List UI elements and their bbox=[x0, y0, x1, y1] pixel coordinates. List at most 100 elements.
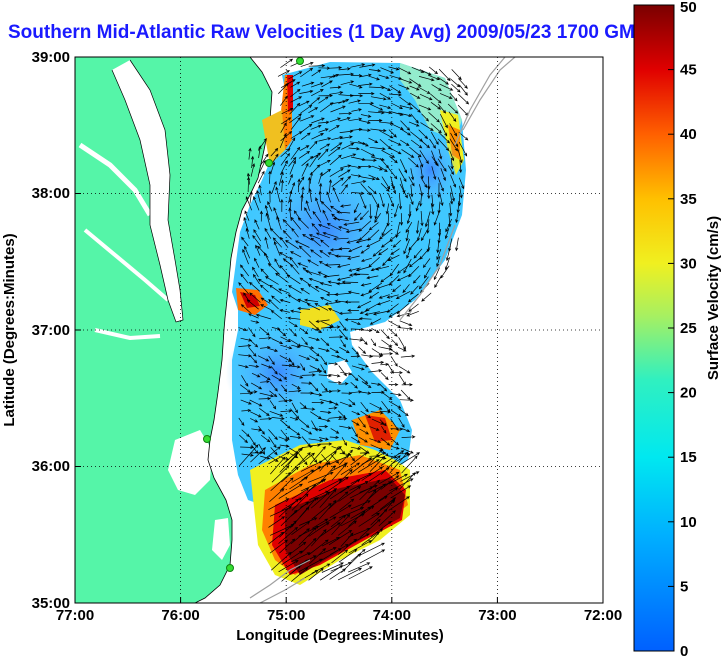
velocity-arrow bbox=[260, 297, 271, 304]
velocity-arrow bbox=[358, 436, 368, 443]
velocity-arrow bbox=[351, 410, 361, 416]
velocity-arrow bbox=[360, 336, 368, 346]
velocity-arrow bbox=[288, 427, 301, 436]
velocity-arrow bbox=[315, 197, 322, 213]
velocity-arrow bbox=[369, 528, 383, 544]
velocity-arrow bbox=[434, 275, 442, 288]
velocity-arrow bbox=[361, 158, 377, 162]
velocity-arrow bbox=[380, 455, 401, 475]
velocity-arrow bbox=[374, 203, 379, 220]
velocity-arrow bbox=[348, 117, 363, 122]
velocity-arrow bbox=[380, 437, 391, 446]
velocity-arrow bbox=[360, 183, 372, 196]
velocity-arrow bbox=[339, 117, 351, 122]
velocity-arrow bbox=[428, 112, 440, 123]
velocity-arrow bbox=[388, 66, 400, 71]
velocity-arrow bbox=[378, 229, 392, 240]
velocity-arrow bbox=[459, 185, 463, 199]
velocity-arrow bbox=[348, 99, 361, 104]
velocity-arrow bbox=[418, 276, 429, 290]
velocity-arrow bbox=[410, 285, 419, 295]
velocity-arrow bbox=[437, 103, 447, 114]
velocity-arrow bbox=[449, 78, 461, 88]
velocity-arrow bbox=[393, 203, 399, 218]
velocity-arrow bbox=[279, 477, 294, 492]
velocity-arrow bbox=[371, 328, 380, 333]
velocity-arrow bbox=[300, 67, 314, 78]
velocity-arrow bbox=[260, 455, 271, 460]
velocity-arrow bbox=[428, 66, 438, 75]
velocity-arrow bbox=[360, 257, 372, 263]
velocity-arrow bbox=[395, 290, 411, 299]
velocity-arrow bbox=[328, 529, 353, 546]
velocity-arrow bbox=[308, 277, 323, 284]
velocity-arrow bbox=[381, 426, 387, 434]
velocity-arrow bbox=[361, 466, 384, 481]
y-axis: 35:00 36:00 37:00 38:00 39:00 Latitude (… bbox=[1, 49, 81, 612]
velocity-arrow bbox=[310, 97, 321, 106]
velocity-arrow bbox=[409, 146, 422, 158]
velocity-arrow bbox=[358, 317, 372, 321]
velocity-arrow bbox=[329, 374, 341, 378]
coastline bbox=[111, 59, 184, 323]
velocity-arrow bbox=[301, 155, 314, 167]
velocity-arrow bbox=[290, 374, 304, 379]
velocity-arrow bbox=[340, 532, 354, 547]
velocity-arrow bbox=[339, 425, 352, 430]
velocity-arrow bbox=[270, 366, 278, 375]
velocity-arrow bbox=[449, 192, 454, 205]
velocity-arrow bbox=[398, 112, 413, 117]
velocity-arrow bbox=[419, 150, 429, 165]
velocity-arrow bbox=[259, 336, 272, 340]
velocity-arrow bbox=[378, 248, 389, 256]
velocity-arrow bbox=[440, 167, 446, 182]
velocity-arrow bbox=[433, 267, 440, 281]
colorbar-tick-label: 5 bbox=[680, 578, 688, 595]
velocity-arrow bbox=[430, 203, 435, 215]
velocity-arrow bbox=[449, 123, 458, 137]
velocity-arrow bbox=[288, 173, 293, 185]
velocity-arrow bbox=[433, 210, 441, 226]
velocity-arrow bbox=[357, 374, 369, 385]
velocity-arrow bbox=[270, 147, 279, 157]
velocity-arrow bbox=[258, 184, 262, 196]
velocity-arrow bbox=[288, 357, 295, 367]
velocity-arrow bbox=[341, 280, 359, 284]
velocity-arrow bbox=[300, 61, 314, 67]
velocity-arrow bbox=[399, 320, 413, 327]
velocity-arrow bbox=[351, 127, 363, 132]
velocity-arrow bbox=[328, 476, 349, 492]
radar-station-marker bbox=[226, 564, 234, 572]
velocity-arrow bbox=[259, 210, 264, 222]
velocity-arrow bbox=[324, 263, 341, 267]
velocity-arrow bbox=[309, 355, 319, 362]
x-tick-label: 75:00 bbox=[267, 607, 305, 624]
velocity-arrow bbox=[279, 299, 291, 303]
velocity-arrow bbox=[289, 256, 299, 268]
velocity-arrow bbox=[351, 347, 360, 355]
velocity-arrow bbox=[301, 445, 314, 449]
velocity-arrow bbox=[401, 149, 415, 158]
velocity-arrow bbox=[388, 129, 397, 138]
velocity-arrow bbox=[321, 562, 344, 573]
velocity-arrow bbox=[377, 300, 391, 306]
velocity-arrow bbox=[319, 446, 342, 464]
velocity-arrow bbox=[361, 176, 376, 181]
velocity-arrow bbox=[331, 549, 349, 564]
velocity-arrow bbox=[250, 356, 258, 364]
velocity-arrow bbox=[447, 165, 454, 175]
velocity-arrow bbox=[379, 121, 394, 125]
velocity-arrow bbox=[323, 274, 340, 279]
velocity-arrow bbox=[379, 410, 392, 414]
velocity-arrow bbox=[309, 381, 319, 392]
velocity-arrow bbox=[372, 248, 382, 257]
velocity-arrow bbox=[430, 93, 442, 104]
velocity-arrow bbox=[458, 177, 465, 190]
velocity-arrow bbox=[436, 255, 441, 268]
velocity-arrow bbox=[311, 133, 325, 140]
velocity-arrow bbox=[260, 304, 272, 311]
velocity-arrow bbox=[298, 517, 318, 526]
velocity-arrow bbox=[260, 434, 271, 443]
velocity-arrow bbox=[348, 452, 355, 462]
velocity-arrow bbox=[307, 284, 320, 292]
